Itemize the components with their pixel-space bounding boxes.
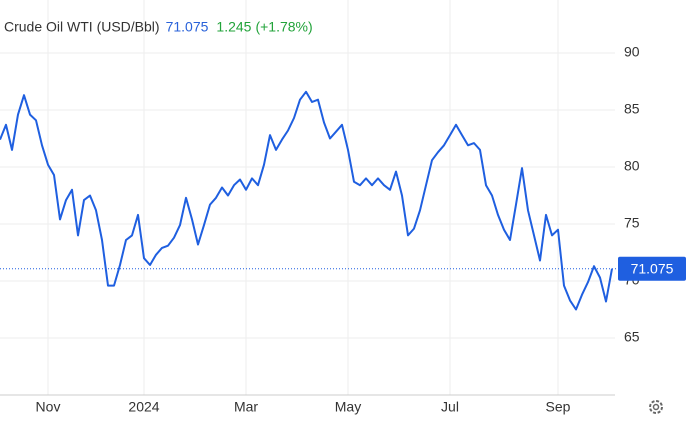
grid bbox=[0, 0, 615, 395]
gear-outer bbox=[649, 400, 663, 414]
x-tick-label: Sep bbox=[546, 399, 571, 415]
last-value-label: 71.075 bbox=[631, 260, 674, 276]
chart-title: Crude Oil WTI (USD/Bbl) bbox=[4, 19, 160, 35]
x-tick-label: Mar bbox=[234, 399, 258, 415]
last-value: 71.075 bbox=[166, 19, 209, 35]
gear-inner bbox=[652, 403, 660, 411]
y-tick-label: 90 bbox=[624, 44, 640, 60]
y-tick-label: 75 bbox=[624, 215, 640, 231]
y-tick-label: 65 bbox=[624, 329, 640, 345]
y-tick-label: 85 bbox=[624, 101, 640, 117]
last-value-box bbox=[618, 256, 686, 281]
x-tick-label: 2024 bbox=[128, 399, 159, 415]
change: 1.245 bbox=[216, 19, 251, 35]
settings-icon[interactable] bbox=[649, 400, 663, 414]
x-tick-label: May bbox=[335, 399, 361, 415]
y-tick-label: 80 bbox=[624, 158, 640, 174]
x-tick-label: Jul bbox=[441, 399, 459, 415]
x-tick-label: Nov bbox=[36, 399, 61, 415]
change-percent: (+1.78%) bbox=[255, 19, 312, 35]
price-line bbox=[0, 90, 613, 311]
